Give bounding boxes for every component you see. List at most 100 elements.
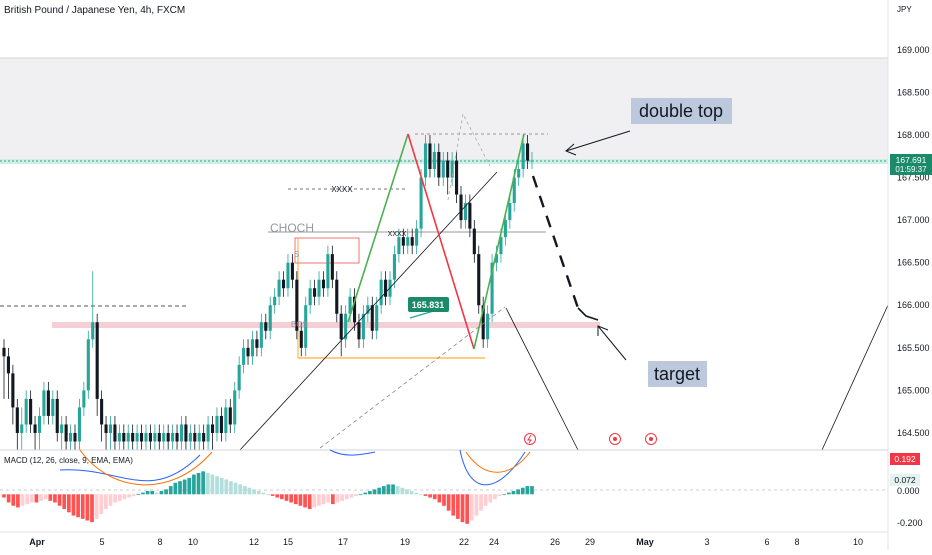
candle	[401, 228, 405, 255]
histogram-bar	[247, 487, 252, 495]
candle-body	[197, 432, 201, 442]
candle	[179, 415, 184, 450]
candle	[29, 390, 33, 433]
candle-body	[55, 398, 59, 433]
histogram-bar	[238, 484, 243, 495]
histogram-bar	[104, 494, 108, 510]
time-tick-label: 8	[794, 537, 799, 547]
event-flash-icon[interactable]	[524, 433, 536, 445]
candle-body	[281, 279, 286, 289]
candle	[477, 245, 481, 314]
time-tick-label: 19	[400, 537, 410, 547]
candle	[446, 151, 450, 195]
price-tag-bg	[408, 297, 449, 312]
target-note: target	[654, 364, 700, 384]
candle-body	[24, 398, 28, 425]
candle	[104, 415, 108, 450]
candle	[286, 254, 290, 297]
histogram-bar	[178, 481, 182, 495]
candle	[42, 381, 46, 425]
zigzag-down-leg	[407, 133, 475, 350]
candle	[441, 151, 445, 187]
macd-label: MACD (12, 26, close, 9, EMA, EMA)	[4, 456, 133, 465]
candle-body	[517, 169, 521, 178]
histogram-bar	[90, 494, 94, 523]
candle-body	[432, 151, 436, 170]
candle	[428, 134, 432, 178]
candle	[162, 424, 166, 450]
double-top-note-bg[interactable]	[631, 98, 732, 124]
candle-body	[268, 305, 272, 331]
candle	[219, 407, 223, 442]
zigzag-up-leg	[347, 133, 409, 323]
candle	[326, 245, 330, 297]
histogram-bar	[66, 494, 71, 513]
histogram-bar	[57, 494, 62, 506]
histogram-bar	[303, 494, 307, 508]
candle	[339, 305, 343, 357]
macd-value: 0.192	[894, 454, 916, 464]
histogram-bar	[414, 492, 419, 495]
candle-body	[73, 432, 77, 442]
candle-body	[463, 203, 467, 221]
histogram-bar	[127, 494, 131, 498]
histogram-bar	[381, 486, 386, 495]
histogram-bar	[446, 494, 451, 511]
candle	[273, 288, 277, 314]
histogram-bar	[474, 494, 479, 516]
candle	[6, 347, 10, 399]
candle	[117, 424, 121, 450]
candle-body	[179, 424, 184, 442]
projection-dashed-peak	[447, 112, 491, 201]
candle-body	[295, 279, 299, 331]
candle	[184, 415, 188, 450]
histogram-bar	[326, 494, 331, 503]
candle	[91, 271, 95, 348]
histogram-bar	[210, 474, 215, 495]
candle-body	[379, 279, 383, 306]
histogram-bar	[242, 486, 247, 495]
candle-body	[344, 313, 348, 340]
candle-body	[113, 424, 117, 442]
last-price-tag	[890, 154, 932, 175]
histogram-bar	[516, 489, 520, 495]
macd-tick-zero: 0.000	[897, 486, 920, 496]
histogram-bar	[141, 492, 145, 495]
candle	[406, 228, 410, 255]
candle-body	[46, 390, 50, 416]
time-axis-ticks: Apr 5 8 10 12 15 17 19 22 24 26 29 May 3 6 8 10	[29, 537, 863, 547]
time-tick-label: 10	[853, 537, 863, 547]
signal-value: 0.072	[894, 475, 916, 485]
double-top-note: double top	[639, 101, 723, 121]
candle	[51, 390, 55, 425]
candle	[277, 271, 281, 306]
time-tick-label: 6	[764, 537, 769, 547]
price-axis-bg	[888, 0, 932, 550]
candle	[419, 169, 423, 238]
price-tick-label: 169.000	[897, 45, 930, 55]
time-tick-label: 26	[550, 537, 560, 547]
candle-body	[11, 373, 15, 408]
histogram-bar	[465, 494, 470, 524]
histogram-bar	[358, 494, 363, 496]
candle	[233, 381, 237, 433]
histogram-bar	[479, 494, 483, 511]
candle-body	[348, 296, 352, 314]
candle	[432, 143, 436, 178]
candle-body	[210, 424, 215, 433]
histogram-bar	[493, 494, 497, 500]
target-note-bg[interactable]	[648, 361, 707, 387]
time-tick-label: 22	[459, 537, 469, 547]
target-arrow	[597, 325, 627, 361]
candle	[215, 407, 219, 442]
histogram-bar	[108, 494, 113, 506]
price-tick-label: 168.000	[897, 130, 930, 140]
candle-body	[321, 279, 326, 289]
histogram-bar	[289, 494, 294, 503]
histogram-bar	[122, 494, 127, 500]
histogram-bar	[215, 476, 219, 495]
candle	[224, 398, 228, 442]
time-tick-label: 24	[489, 537, 499, 547]
